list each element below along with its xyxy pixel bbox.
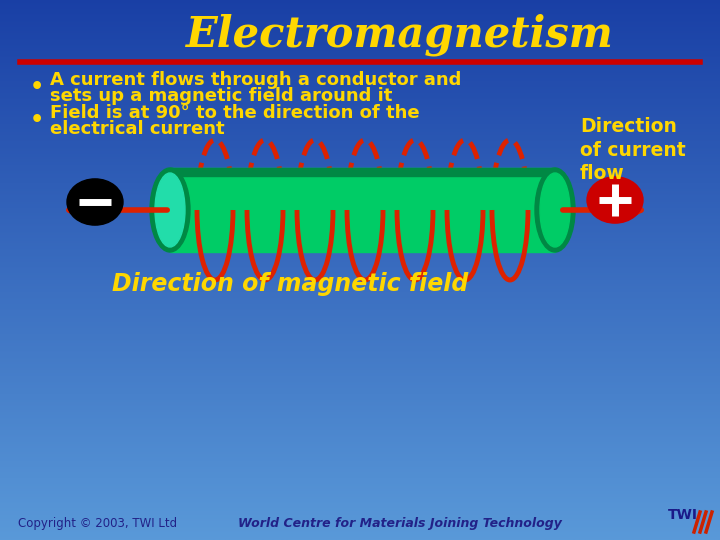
Ellipse shape <box>150 168 190 252</box>
Ellipse shape <box>535 168 575 252</box>
Bar <box>170 168 555 176</box>
Text: A current flows through a conductor and: A current flows through a conductor and <box>50 71 462 89</box>
Bar <box>170 168 555 252</box>
Text: Direction of magnetic field: Direction of magnetic field <box>112 272 468 296</box>
Text: Electromagnetism: Electromagnetism <box>186 14 614 56</box>
Text: TWI: TWI <box>668 508 698 522</box>
Ellipse shape <box>587 177 643 223</box>
Text: World Centre for Materials Joining Technology: World Centre for Materials Joining Techn… <box>238 517 562 530</box>
Text: Field is at 90° to the direction of the: Field is at 90° to the direction of the <box>50 104 420 122</box>
Text: Direction
of current
flow: Direction of current flow <box>580 117 685 183</box>
Text: sets up a magnetic field around it: sets up a magnetic field around it <box>50 87 392 105</box>
Ellipse shape <box>67 179 123 225</box>
Text: •: • <box>30 77 44 97</box>
Ellipse shape <box>155 173 185 247</box>
Text: Copyright © 2003, TWI Ltd: Copyright © 2003, TWI Ltd <box>18 517 177 530</box>
Text: •: • <box>30 110 44 130</box>
Text: electrical current: electrical current <box>50 120 225 138</box>
Ellipse shape <box>540 173 570 247</box>
